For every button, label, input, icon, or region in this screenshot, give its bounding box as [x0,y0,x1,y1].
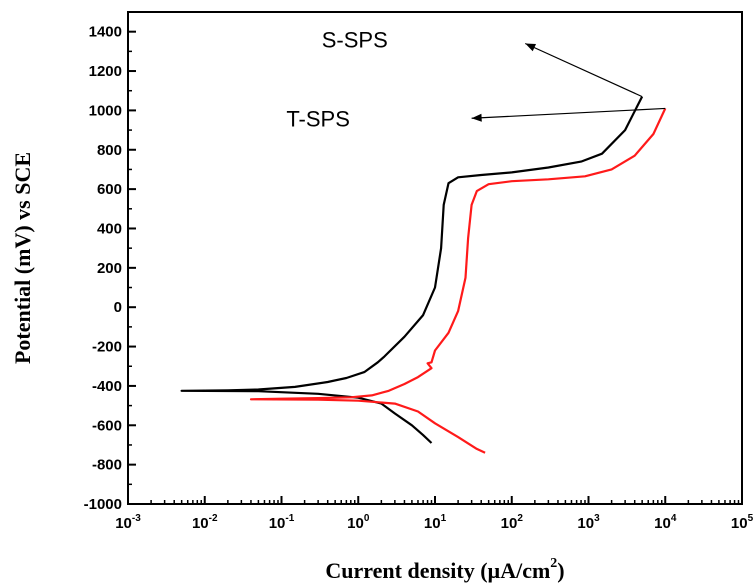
label-arrow-head [525,43,537,52]
x-tick-base: 10 [577,515,594,532]
y-tick-label: 0 [114,299,122,316]
y-tick-label: -800 [92,457,122,474]
y-tick-label: 800 [97,142,122,159]
x-tick-base: 10 [347,515,364,532]
y-axis-title: Potential (mV) vs SCE [10,152,35,364]
x-tick-base: 10 [424,515,441,532]
x-tick-base: 10 [654,515,671,532]
series-label-s-sps: S-SPS [322,28,388,53]
x-axis-title-close: ) [557,558,564,583]
y-tick-label: 600 [97,181,122,198]
x-tick-label: 10-3 [115,513,141,532]
series-line-t-sps [249,107,667,454]
x-tick-label: 103 [577,513,600,532]
y-tick-label: 1400 [89,24,122,41]
plot-frame [127,11,743,505]
label-arrow-line [525,42,643,98]
plot-area [127,11,743,505]
x-tick-label: 10-1 [269,513,295,532]
y-tick-label: 1200 [89,63,122,80]
y-tick-label: -200 [92,339,122,356]
y-tick-label: -600 [92,417,122,434]
x-tick-base: 10 [115,515,132,532]
x-axis-title-main: Current density (µA/cm [325,558,550,583]
series-label-t-sps: T-SPS [286,106,350,131]
x-tick-exponent: 5 [748,513,754,524]
x-tick-base: 10 [192,515,209,532]
y-tick-label: -400 [92,378,122,395]
x-tick-label: 10-2 [192,513,218,532]
y-tick-label: 200 [97,260,122,277]
x-tick-exponent: -1 [285,513,294,524]
x-tick-label: 102 [501,513,524,532]
y-tick-label: -1000 [84,496,122,513]
x-axis-title-superscript: 2 [550,556,557,571]
x-tick-exponent: 4 [671,513,677,524]
label-arrow-line [471,107,666,119]
x-tick-base: 10 [731,515,748,532]
label-arrow-head [471,113,482,122]
y-axis: 1400 1200 1000 800 600 400 200 0 -200 -400 -600 -80… [84,24,136,513]
x-tick-label: 101 [424,513,447,532]
y-tick-label: 1000 [89,102,122,119]
series-labels: S-SPS T-SPS [286,28,666,131]
x-tick-exponent: 3 [594,513,600,524]
y-tick-label: 400 [97,220,122,237]
x-tick-base: 10 [501,515,518,532]
x-tick-exponent: 2 [517,513,523,524]
x-axis-title: Current density (µA/cm2) [325,556,564,583]
x-tick-exponent: -2 [209,513,218,524]
x-tick-label: 100 [347,513,370,532]
series-layer [180,96,667,454]
x-tick-exponent: 1 [441,513,447,524]
x-tick-exponent: -3 [132,513,141,524]
x-tick-label: 104 [654,513,677,532]
x-tick-base: 10 [269,515,286,532]
x-tick-label: 105 [731,513,754,532]
x-axis: 10-3 10-2 10-1 100 101 102 103 104 105 [115,496,754,532]
series-line-s-sps [180,96,644,444]
x-tick-exponent: 0 [364,513,370,524]
